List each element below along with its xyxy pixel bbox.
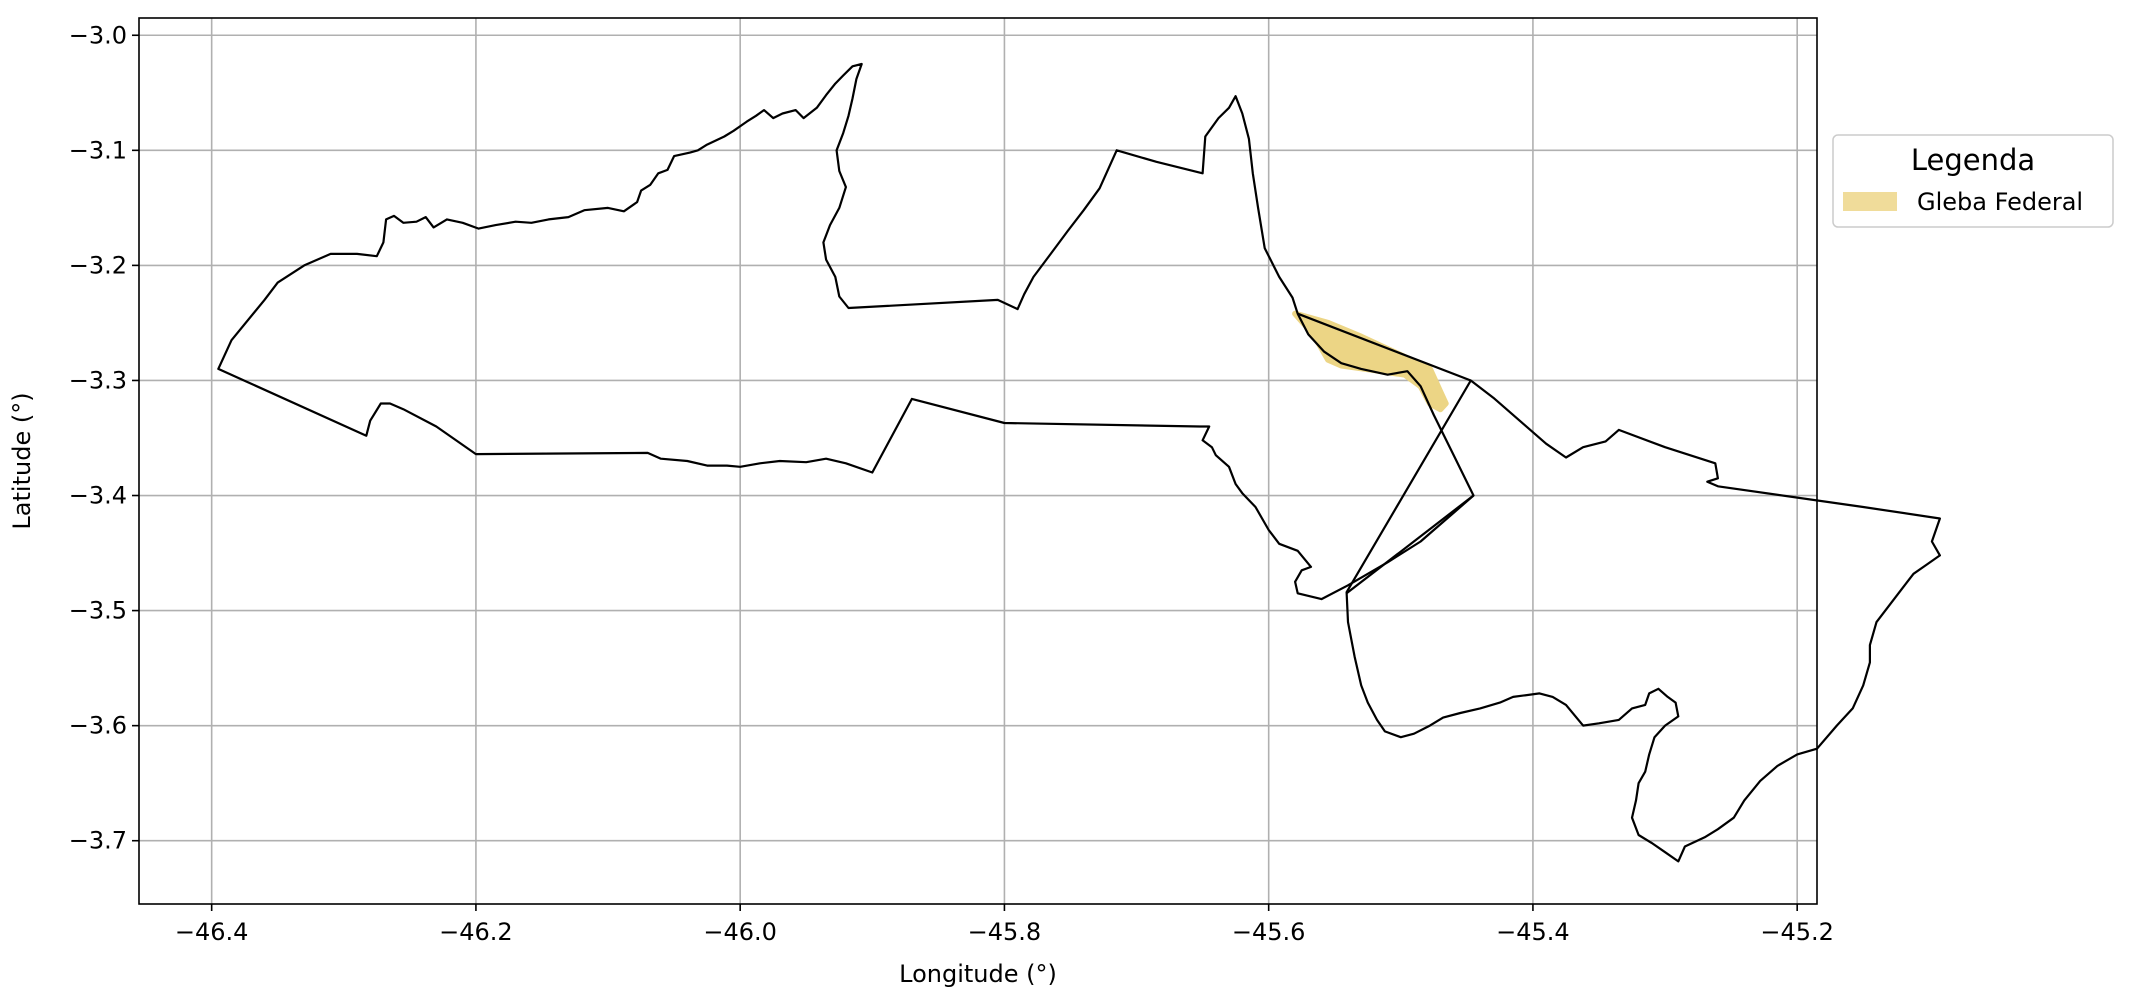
legend-title: Legenda: [1911, 143, 2035, 177]
municipality-boundary: [217, 62, 1475, 601]
y-tick-label: −3.2: [69, 251, 127, 279]
x-tick-label: −46.2: [439, 918, 513, 946]
y-axis-label: Latitude (°): [8, 392, 36, 529]
y-tick-label: −3.5: [69, 597, 127, 625]
legend-box: [1832, 134, 2114, 228]
y-tick-label: −3.1: [69, 136, 127, 164]
gleba-north-border: [1297, 312, 1472, 382]
y-tick-label: −3.0: [69, 21, 127, 49]
x-tick-label: −45.2: [1760, 918, 1834, 946]
x-tick-label: −45.8: [968, 918, 1042, 946]
western-diagonal-border: [1345, 494, 1475, 595]
x-tick-label: −46.4: [175, 918, 249, 946]
y-axis-ticks: −3.0 −3.1 −3.2 −3.3 −3.4 −3.5 −3.6 −3.7: [69, 21, 139, 855]
x-axis-label: Longitude (°): [899, 960, 1057, 988]
legend-label-gleba-federal: Gleba Federal: [1917, 188, 2083, 216]
x-tick-label: −45.6: [1232, 918, 1306, 946]
southern-region-boundary: [1345, 379, 1941, 863]
x-tick-label: −45.4: [1496, 918, 1570, 946]
legend-swatch-gleba-federal: [1843, 192, 1897, 211]
map-features: [217, 62, 1941, 863]
x-tick-label: −46.0: [703, 918, 777, 946]
y-tick-label: −3.6: [69, 712, 127, 740]
y-tick-label: −3.3: [69, 366, 127, 394]
gridlines: [139, 18, 1817, 904]
x-axis-ticks: −46.4 −46.2 −46.0 −45.8 −45.6 −45.4 −45.2: [175, 904, 1834, 946]
legend: Legenda Gleba Federal: [1832, 134, 2114, 228]
y-tick-label: −3.7: [69, 827, 127, 855]
y-tick-label: −3.4: [69, 482, 127, 510]
plot-frame: [138, 17, 1818, 905]
